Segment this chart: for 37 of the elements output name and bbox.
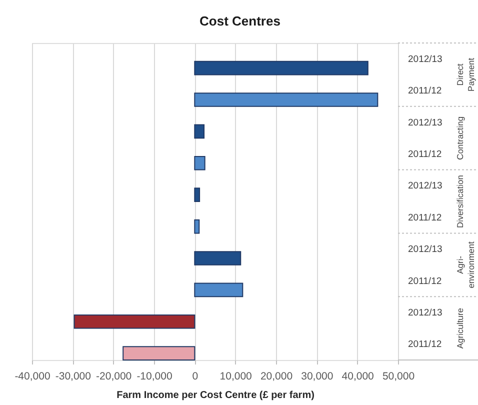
text: 2011/12 bbox=[408, 148, 442, 160]
x-tick-label: 50,000 bbox=[382, 370, 415, 382]
bar bbox=[74, 314, 196, 329]
x-tick-label: 40,000 bbox=[342, 370, 374, 382]
x-tick-label: 10,000 bbox=[220, 370, 252, 382]
text: 2011/12 bbox=[408, 212, 442, 224]
text: 2012/13 bbox=[408, 54, 442, 65]
bar bbox=[194, 282, 244, 298]
y-tick-label: Agri-environment bbox=[455, 240, 476, 288]
text: 2012/13 bbox=[408, 117, 442, 128]
text: 2012/13 bbox=[408, 307, 442, 318]
x-tick-label: 20,000 bbox=[260, 370, 293, 382]
text: 2011/12 bbox=[408, 86, 442, 97]
y-tick-label: Diversification bbox=[455, 174, 465, 228]
bar bbox=[194, 60, 368, 76]
bar bbox=[194, 124, 205, 139]
x-tick-label: -20,000 bbox=[96, 370, 132, 382]
text: 2011/12 bbox=[408, 339, 442, 350]
x-tick-label: -30,000 bbox=[55, 370, 92, 382]
x-tick-label: 0 bbox=[192, 370, 198, 382]
bar bbox=[194, 188, 200, 202]
bar bbox=[122, 346, 196, 360]
text: 2011/12 bbox=[408, 276, 442, 287]
bar bbox=[194, 219, 200, 234]
text: 2012/13 bbox=[408, 244, 442, 256]
bar bbox=[194, 92, 378, 107]
y-tick-label: Contracting bbox=[455, 116, 465, 160]
x-tick-label: 30,000 bbox=[301, 370, 334, 382]
x-tick-label: -10,000 bbox=[136, 370, 172, 382]
bar bbox=[194, 251, 242, 266]
x-axis-title: Farm Income per Cost Centre (£ per farm) bbox=[116, 390, 314, 401]
bar bbox=[194, 156, 206, 170]
y-tick-label: Direct Payment bbox=[455, 57, 476, 92]
x-tick-label: -40,000 bbox=[14, 370, 50, 382]
y-tick-label: Agriculture bbox=[455, 308, 465, 349]
text: 2012/13 bbox=[408, 180, 442, 192]
chart-title: Cost Centres bbox=[200, 14, 280, 28]
